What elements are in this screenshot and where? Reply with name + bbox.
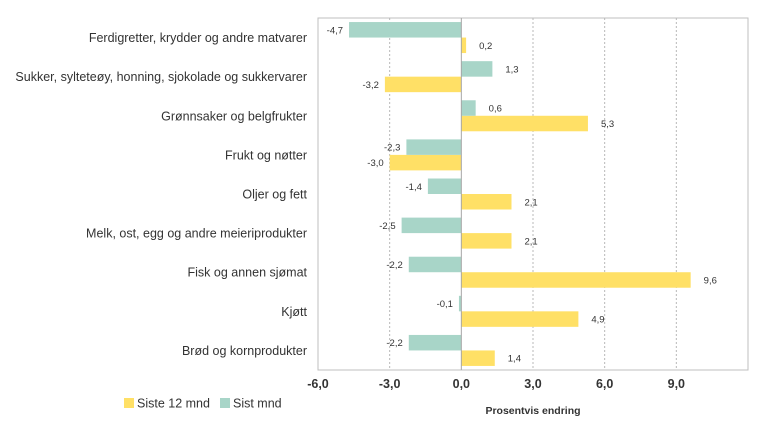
data-label: -0,1	[437, 299, 453, 310]
bar-sist-mnd	[461, 61, 493, 77]
category-label: Frukt og nøtter	[225, 148, 307, 162]
bar-sist-mnd	[461, 100, 476, 116]
data-label: -2,2	[386, 260, 402, 271]
category-label: Grønnsaker og belgfrukter	[161, 109, 307, 123]
category-label: Fisk og annen sjømat	[188, 266, 308, 280]
bar-siste-12-mnd	[461, 350, 495, 366]
bar-siste-12-mnd	[384, 76, 462, 93]
bar-siste-12-mnd	[461, 233, 512, 249]
bar-siste-12-mnd	[461, 194, 512, 210]
data-label: -3,0	[367, 158, 383, 169]
legend-label: Sist mnd	[233, 397, 282, 411]
data-label: 2,1	[525, 236, 538, 247]
data-label: -2,2	[386, 338, 402, 349]
data-label: 4,9	[591, 315, 604, 326]
data-label: -4,7	[327, 25, 343, 36]
x-tick-label: -6,0	[307, 377, 329, 391]
data-label: 2,1	[525, 197, 538, 208]
x-tick-label: 9,0	[668, 377, 685, 391]
x-tick-label: 6,0	[596, 377, 613, 391]
bar-siste-12-mnd	[461, 115, 588, 132]
data-label: 9,6	[704, 275, 717, 286]
bar-siste-12-mnd	[389, 154, 462, 171]
bar-sist-mnd	[406, 139, 462, 155]
bar-siste-12-mnd	[461, 272, 691, 288]
data-label: -2,5	[379, 221, 395, 232]
category-label: Sukker, sylteteøy, honning, sjokolade og…	[15, 70, 307, 84]
bar-sist-mnd	[401, 217, 462, 234]
legend-label: Siste 12 mnd	[137, 397, 210, 411]
category-label: Brød og kornprodukter	[182, 344, 307, 358]
data-label: 1,3	[505, 64, 518, 75]
data-label: 1,4	[508, 354, 521, 365]
data-label: 0,2	[479, 41, 492, 52]
category-label: Melk, ost, egg og andre meieriprodukter	[86, 227, 307, 241]
category-label: Oljer og fett	[242, 188, 307, 202]
bar-sist-mnd	[458, 295, 462, 312]
category-label: Ferdigretter, krydder og andre matvarer	[89, 31, 307, 45]
data-label: -3,2	[363, 80, 379, 91]
bar-sist-mnd	[349, 22, 462, 38]
data-label: -1,4	[406, 182, 422, 193]
category-label: Kjøtt	[281, 305, 307, 319]
bar-sist-mnd	[408, 334, 462, 351]
data-label: 5,3	[601, 119, 614, 130]
data-label: -2,3	[384, 143, 400, 154]
x-tick-label: 0,0	[453, 377, 470, 391]
x-axis-title: Prosentvis endring	[485, 405, 580, 417]
bar-siste-12-mnd	[461, 311, 579, 327]
bar-sist-mnd	[408, 256, 462, 273]
x-tick-label: -3,0	[379, 377, 401, 391]
legend-swatch-siste-12-mnd	[124, 398, 134, 408]
legend-swatch-sist-mnd	[220, 398, 230, 408]
bar-siste-12-mnd	[461, 37, 467, 54]
x-tick-label: 3,0	[524, 377, 541, 391]
bar-sist-mnd	[427, 178, 462, 194]
data-label: 0,6	[489, 104, 502, 115]
